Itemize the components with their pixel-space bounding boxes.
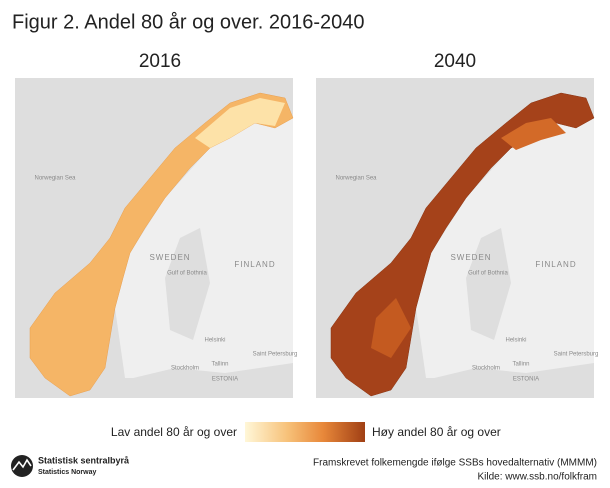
map-label: ESTONIA xyxy=(212,377,238,383)
map-label: SWEDEN xyxy=(149,253,190,262)
map-label: Saint Petersburg xyxy=(253,352,298,358)
map-label: FINLAND xyxy=(535,260,576,269)
map-label: Norwegian Sea xyxy=(34,176,76,182)
map-label: Tallinn xyxy=(211,362,228,368)
title: Figur 2. Andel 80 år og over. 2016-2040 xyxy=(12,11,364,33)
map-label: Gulf of Bothnia xyxy=(167,271,207,277)
legend-gradient xyxy=(245,422,365,442)
map-label: Helsinki xyxy=(505,338,526,344)
source: Framskrevet folkemengde ifølge SSBs hove… xyxy=(313,458,597,469)
map-label: Norwegian Sea xyxy=(335,176,377,182)
map-label: FINLAND xyxy=(234,260,275,269)
map-label: ESTONIA xyxy=(513,377,539,383)
logo-english: Statistics Norway xyxy=(38,469,96,476)
legend-low: Lav andel 80 år og over xyxy=(111,425,237,439)
map-2016: Norwegian Sea SWEDEN FINLAND Gulf of Bothni… xyxy=(15,78,297,398)
map-label: Stockholm xyxy=(171,366,199,372)
map-label: SWEDEN xyxy=(450,253,491,262)
map-label: Helsinki xyxy=(204,338,225,344)
logo xyxy=(11,455,33,477)
logo-name: Statistisk sentralbyrå xyxy=(38,455,130,465)
map-year: 2040 xyxy=(434,51,476,72)
map-label: Tallinn xyxy=(512,362,529,368)
map-2040: Norwegian Sea SWEDEN FINLAND Gulf of Bothni… xyxy=(316,78,598,398)
map-year: 2016 xyxy=(139,51,181,72)
legend-high: Høy andel 80 år og over xyxy=(372,425,501,439)
map-label: Saint Petersburg xyxy=(554,352,599,358)
map-label: Stockholm xyxy=(472,366,500,372)
source: Kilde: www.ssb.no/folkfram xyxy=(478,472,598,483)
map-label: Gulf of Bothnia xyxy=(468,271,508,277)
